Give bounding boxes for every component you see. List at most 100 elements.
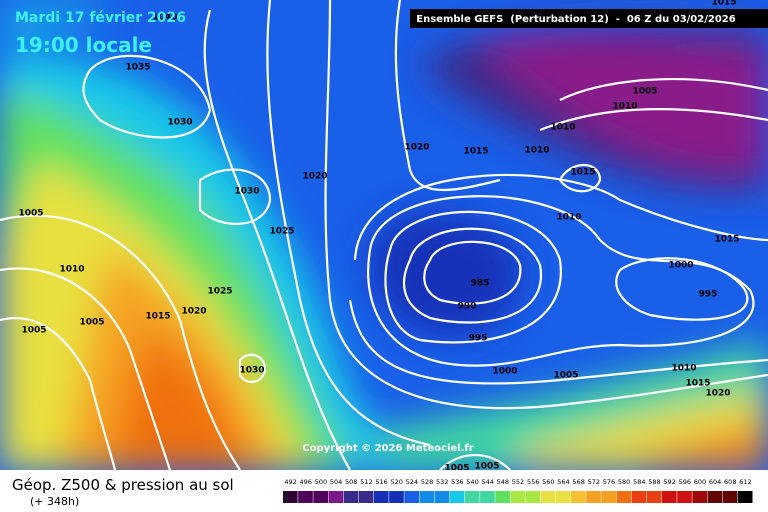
scale-label: 512 [360,478,372,486]
isobar-label: 1015 [570,168,595,178]
scale-label: 588 [648,478,660,486]
isobars [0,0,768,471]
isobar-label: 1010 [671,364,696,374]
isobar-line [324,0,768,410]
isobar-line [198,168,272,226]
isobar-label: 1015 [711,0,736,8]
scale-label: 496 [300,478,312,486]
scale-label: 568 [572,478,584,486]
scale-swatch [737,491,753,503]
isobar-label: 1030 [239,366,264,376]
isobar-label: 1025 [269,227,294,237]
isobar-label: 1015 [685,379,710,389]
isobar-label: 1005 [444,464,469,474]
scale-label: 524 [406,478,418,486]
scale-swatch [540,491,556,503]
scale-label: 592 [663,478,675,486]
scale-label: 584 [633,478,645,486]
isobar-line [0,214,241,471]
footer-lead: (+ 348h) [30,495,79,508]
scale-swatch [495,491,510,503]
scale-swatch [525,491,541,503]
scale-swatch [434,491,450,503]
scale-swatch [510,491,526,503]
scale-swatch [555,491,571,503]
scale-label: 612 [739,478,751,486]
isobar-label: 1000 [668,261,693,271]
scale-label: 576 [603,478,615,486]
scale-swatch [283,491,298,503]
isobar-line [0,317,117,471]
scale-label: 516 [375,478,387,486]
scale-swatch [616,491,632,503]
scale-swatch [692,491,708,503]
isobar-label: 1035 [125,63,150,73]
isobar-label: 1005 [18,209,43,219]
isobar-line [423,240,522,305]
isobar-label: 1010 [612,102,637,112]
valid-date: Mardi 17 février 2026 [15,10,186,26]
scale-swatch [631,491,647,503]
scale-label: 536 [451,478,463,486]
isobar-line [615,257,749,321]
scale-label: 552 [512,478,524,486]
scale-swatch [328,491,344,503]
isobar-label: 1010 [524,146,549,156]
isobar-line [0,267,172,471]
isobar-line [558,164,602,193]
scale-label: 544 [481,478,493,486]
isobar-line [203,9,351,471]
scale-label: 500 [315,478,327,486]
scale-label: 528 [421,478,433,486]
scale-label: 604 [709,478,721,486]
isobar-line [367,195,755,367]
isobar-line [348,299,768,385]
scale-swatch [677,491,692,503]
scale-swatch [313,491,328,503]
scale-swatch [707,491,723,503]
scale-swatch [449,491,465,503]
isobar-line [402,227,543,324]
isobar-label: 1020 [705,389,730,399]
isobar-label: 995 [699,290,718,300]
isobar-label: 1040 [152,13,177,23]
isobar-line [266,0,431,447]
scale-swatch [722,491,738,503]
footer-title: Géop. Z500 & pression au sol [12,476,234,494]
isobar-line [384,210,562,344]
scale-swatch [571,491,586,503]
isobar-line [394,0,501,191]
scale-swatch [419,491,435,503]
isobar-label: 1005 [79,318,104,328]
scale-swatch [601,491,617,503]
scale-swatch [662,491,677,503]
isobar-label: 985 [471,279,490,289]
isobar-label: 1020 [181,307,206,317]
isobar-label: 1010 [550,123,575,133]
scale-label: 508 [345,478,357,486]
scale-swatch [389,491,404,503]
isobar-label: 1015 [463,147,488,157]
scale-swatch [358,491,374,503]
isobar-label: 1025 [207,287,232,297]
scale-label: 608 [724,478,736,486]
scale-swatch [464,491,480,503]
isobar-label: 1020 [302,172,327,182]
scale-label: 540 [466,478,478,486]
isobar-label: 1015 [145,312,170,322]
isobar-line [539,108,768,132]
scale-swatch [404,491,419,503]
scale-swatch [298,491,313,503]
scale-swatch [586,491,601,503]
isobar-line [82,54,212,139]
isobar-label: 1030 [234,187,259,197]
scale-label: 560 [542,478,554,486]
isobar-label: 990 [458,302,477,312]
scale-label: 596 [679,478,691,486]
isobar-label: 1010 [59,265,84,275]
scale-label: 520 [390,478,402,486]
isobar-line [353,173,768,261]
valid-time: 19:00 locale [15,33,152,57]
